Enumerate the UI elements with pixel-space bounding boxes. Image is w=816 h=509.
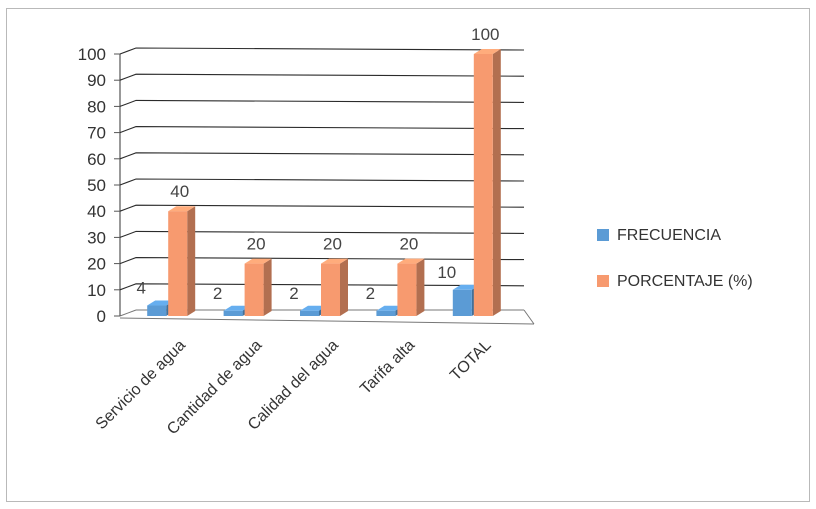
- gridline: [119, 73, 525, 81]
- gridline: [119, 47, 525, 55]
- bar-top: [300, 305, 327, 311]
- y-tick-label: 40: [87, 202, 106, 221]
- gridline: [119, 178, 525, 186]
- bar-top: [321, 258, 348, 264]
- gridline: [119, 126, 525, 134]
- bar-top: [244, 258, 272, 264]
- x-tick-label: Tarifa alta: [357, 337, 418, 398]
- data-label: 20: [399, 235, 418, 254]
- bar: [168, 211, 188, 316]
- y-tick-label: 60: [87, 150, 106, 169]
- y-tick-label: 50: [87, 176, 106, 195]
- floor-left-edge: [119, 309, 137, 317]
- floor-front-edge: [119, 317, 535, 325]
- data-label: 2: [213, 284, 222, 303]
- legend-swatch: [597, 229, 609, 241]
- bar: [244, 263, 264, 316]
- bar-side: [187, 206, 196, 316]
- bar: [397, 263, 417, 316]
- bar-side: [492, 49, 501, 316]
- gridline: [119, 152, 525, 160]
- y-tick-label: 10: [87, 281, 106, 300]
- legend-swatch: [597, 275, 609, 287]
- chart-frame: [6, 8, 810, 502]
- floor-right-edge: [523, 309, 535, 325]
- y-tick-label: 70: [87, 124, 106, 143]
- bar: [452, 289, 472, 316]
- data-label: 4: [136, 279, 145, 298]
- y-tick-label: 90: [87, 71, 106, 90]
- bar-side: [340, 258, 348, 316]
- data-label: 20: [323, 235, 342, 254]
- gridline: [119, 204, 525, 212]
- bar-top: [168, 206, 196, 212]
- gridline: [119, 99, 525, 107]
- data-label: 2: [366, 284, 375, 303]
- data-label: 10: [437, 263, 456, 282]
- bar-side: [263, 258, 272, 316]
- gridline: [119, 230, 525, 238]
- bar-top: [223, 305, 251, 311]
- y-tick-label: 20: [87, 255, 106, 274]
- legend-label: PORCENTAJE (%): [617, 273, 753, 290]
- y-tick-label: 100: [78, 45, 106, 64]
- data-label: 40: [170, 182, 189, 201]
- data-label: 20: [247, 235, 266, 254]
- bar-top: [452, 284, 480, 290]
- bar-top: [376, 305, 404, 311]
- y-tick-label: 80: [87, 97, 106, 116]
- bar: [147, 305, 167, 316]
- bar: [473, 54, 493, 316]
- bar: [321, 263, 340, 316]
- bar: [376, 310, 396, 316]
- bar-top: [397, 258, 425, 264]
- bar-side: [416, 258, 425, 316]
- legend-label: FRECUENCIA: [617, 227, 721, 244]
- gridline: [119, 283, 525, 291]
- x-tick-label: TOTAL: [447, 337, 495, 385]
- gridline: [119, 257, 525, 265]
- y-tick-label: 0: [97, 307, 106, 326]
- data-label: 2: [289, 284, 298, 303]
- bar-top: [147, 300, 175, 306]
- data-label: 100: [471, 25, 499, 44]
- bar: [300, 310, 319, 316]
- bar-top: [473, 49, 501, 54]
- bar: [223, 310, 243, 316]
- y-tick-label: 30: [87, 228, 106, 247]
